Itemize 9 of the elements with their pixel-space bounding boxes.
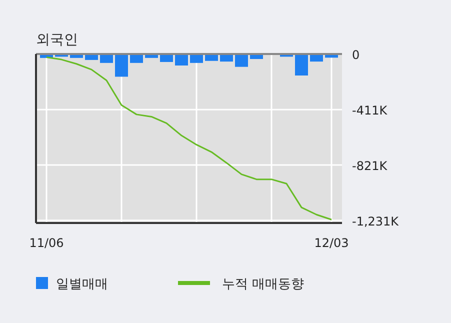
legend-label: 일별매매 <box>56 277 108 292</box>
y-tick-label: -1,231K <box>352 214 400 228</box>
chart-title: 외국인 <box>36 32 78 48</box>
y-tick-label: 0 <box>352 48 360 62</box>
x-tick-label: 11/06 <box>29 236 64 250</box>
y-tick-label: -821K <box>352 159 388 173</box>
legend-label: 누적 매매동향 <box>222 277 304 292</box>
x-tick-label: 12/03 <box>314 236 349 250</box>
y-tick-label: -411K <box>352 104 388 118</box>
